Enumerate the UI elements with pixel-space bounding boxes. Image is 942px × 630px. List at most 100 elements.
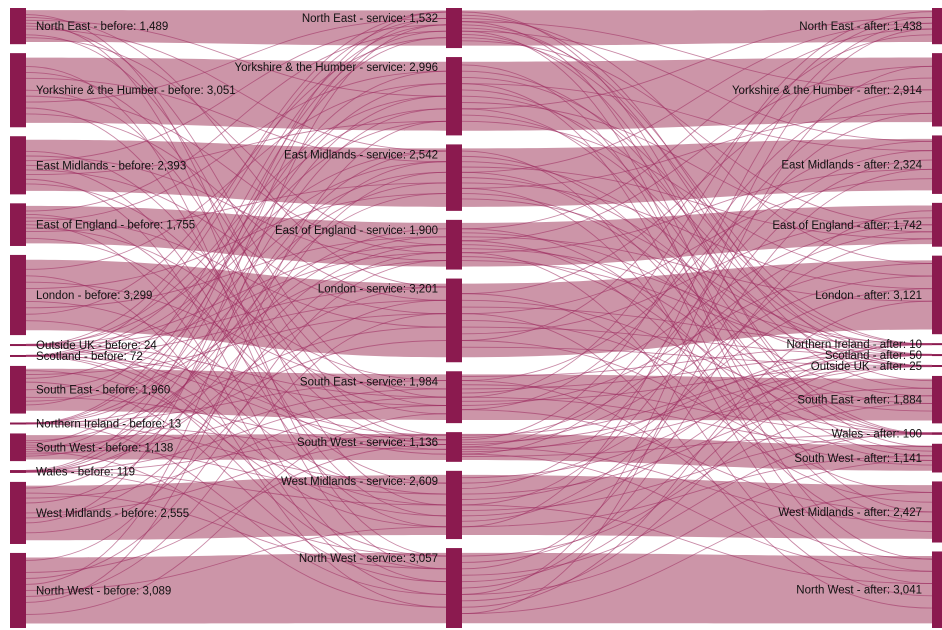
cross-flow-scotland-to-yorkshire-and-the-humber [25,108,447,357]
label-east-of-england-after: East of England - after: 1,742 [772,220,922,232]
label-outside-uk-before: Outside UK - before: 24 [36,340,157,352]
cross-flow-northern-ireland-to-south-west [25,422,447,450]
cross-flow-south-east-to-east-midlands [461,140,933,382]
cross-flow-links [25,11,933,615]
node-outside-uk-after [932,365,942,367]
cross-flow-london-to-west-midlands [25,320,447,495]
cross-flow-west-midlands-to-south-east [461,395,933,495]
cross-flow-east-of-england-to-yorkshire-and-the-humber [461,65,933,242]
cross-flow-south-west-to-north-west [461,453,933,572]
label-east-of-england-service: East of England - service: 1,900 [275,225,438,237]
cross-flow-north-west-to-yorkshire-and-the-humber [461,65,933,615]
node-north-west-after [932,551,942,628]
label-north-west-after: North West - after: 3,041 [796,585,922,597]
cross-flow-northern-ireland-to-east-of-england [25,228,447,424]
cross-flow-south-west-to-east-of-england [25,236,447,442]
cross-flow-london-to-north-west [25,275,447,608]
cross-flow-wales-to-south-west [25,434,447,473]
node-scotland-after [932,354,942,357]
cross-flow-outside-uk-to-north-west [25,345,447,557]
cross-flow-south-east-to-wales [461,384,933,435]
cross-flow-north-west-to-yorkshire-and-the-humber [25,120,447,603]
node-east-of-england-after [932,202,942,247]
cross-flow-west-midlands-to-wales [461,433,933,511]
cross-flow-northern-ireland-to-yorkshire-and-the-humber [25,70,447,425]
cross-flow-london-to-yorkshire-and-the-humber [25,83,447,270]
cross-flow-east-midlands-to-north-east [25,24,447,162]
cross-flow-northern-ireland-to-north-east [25,30,447,425]
cross-flow-yorkshire-and-the-humber-to-north-west [461,83,933,572]
cross-flow-east-of-england-to-north-east [25,30,447,212]
flow-yorkshire-and-the-humber-service-to-after [462,57,932,131]
flow-west-midlands-before-to-service [26,474,446,541]
cross-flow-south-east-to-london [25,313,447,375]
cross-flow-west-midlands-to-south-west [25,439,447,514]
flow-north-east-before-to-service [26,10,446,46]
cross-flow-east-of-england-to-yorkshire-and-the-humber [25,70,447,222]
node-london-after [932,255,942,335]
cross-flow-north-west-to-northern-ireland [461,343,933,563]
cross-flow-yorkshire-and-the-humber-to-north-east [25,17,447,103]
cross-flow-yorkshire-and-the-humber-to-east-midlands [25,77,447,163]
flow-north-west-before-to-service [26,552,446,624]
cross-flow-london-to-south-west [25,300,447,455]
label-north-west-before: North West - before: 3,089 [36,585,171,597]
node-yorkshire-and-the-humber-after [932,53,942,127]
node-south-west-service [446,432,462,462]
cross-flow-east-of-england-to-east-midlands [25,182,447,232]
label-north-west-service: North West - service: 3,057 [299,553,438,565]
cross-flow-north-west-to-east-of-england [25,260,447,579]
cross-flow-yorkshire-and-the-humber-to-west-midlands [461,64,933,523]
cross-flow-scotland-to-south-west [25,354,447,441]
cross-flow-south-west-to-east-of-england [461,231,933,438]
cross-flow-yorkshire-and-the-humber-to-south-west [461,108,933,452]
cross-flow-london-to-south-west [461,340,933,466]
cross-flow-west-midlands-to-london [25,299,447,534]
node-northern-ireland-after [932,343,942,346]
cross-flow-south-east-to-north-west [461,380,933,560]
cross-flow-north-east-to-yorkshire-and-the-humber [461,21,933,91]
cross-flow-yorkshire-and-the-humber-to-east-midlands [461,83,933,152]
cross-flow-west-midlands-to-east-midlands [461,159,933,506]
label-yorkshire-and-the-humber-before: Yorkshire & the Humber - before: 3,051 [36,85,236,97]
flow-east-midlands-service-to-after [462,138,932,207]
node-west-midlands-after [932,481,942,543]
label-south-east-service: South East - service: 1,984 [300,376,439,388]
cross-flow-wales-to-east-midlands [25,150,447,473]
cross-flow-london-to-yorkshire-and-the-humber [461,77,933,295]
cross-flow-east-midlands-to-london [461,182,933,290]
label-outside-uk-after: Outside UK - after: 25 [811,361,922,373]
cross-flow-south-east-to-west-midlands [25,370,447,528]
label-yorkshire-and-the-humber-service: Yorkshire & the Humber - service: 2,996 [235,62,438,74]
cross-flow-south-west-to-south-east [25,388,447,455]
cross-flow-wales-to-yorkshire-and-the-humber [25,95,447,472]
cross-flow-london-to-northern-ireland [461,306,933,345]
cross-flow-south-west-to-east-midlands [461,150,933,455]
node-london-before [10,254,26,336]
cross-flow-south-west-to-outside-uk [461,365,933,443]
cross-flow-north-west-to-east-of-england [461,210,933,589]
node-wales-after [932,432,942,435]
cross-flow-east-of-england-to-outside-uk [461,232,933,366]
node-west-midlands-before [10,481,26,544]
cross-flow-yorkshire-and-the-humber-to-outside-uk [461,114,933,367]
cross-flow-east-midlands-to-scotland [461,161,933,356]
cross-flow-east-of-england-to-south-west [461,228,933,461]
node-labels: North East - before: 1,489 Yorkshire & th… [36,13,923,597]
cross-flow-west-midlands-to-south-east [25,405,447,499]
cross-flow-west-midlands-to-north-east [25,17,447,524]
label-scotland-after: Scotland - after: 50 [825,350,922,362]
cross-flow-west-midlands-to-yorkshire-and-the-humber [461,112,933,490]
label-north-east-before: North East - before: 1,489 [36,21,168,33]
cross-flow-north-east-to-south-east [25,25,447,398]
cross-flow-east-of-england-to-west-midlands [25,213,447,484]
cross-flow-scotland-to-east-midlands [25,161,447,357]
cross-flow-west-midlands-to-south-west [461,455,933,528]
cross-flow-east-of-england-to-north-west [25,224,447,595]
node-yorkshire-and-the-humber-before [10,53,26,128]
label-east-midlands-service: East Midlands - service: 2,542 [284,149,438,161]
cross-flow-north-west-to-wales [461,432,933,576]
cross-flow-outside-uk-to-north-east [25,11,447,346]
cross-flow-north-east-to-east-midlands [25,28,447,152]
cross-flow-outside-uk-to-south-east [25,343,447,398]
